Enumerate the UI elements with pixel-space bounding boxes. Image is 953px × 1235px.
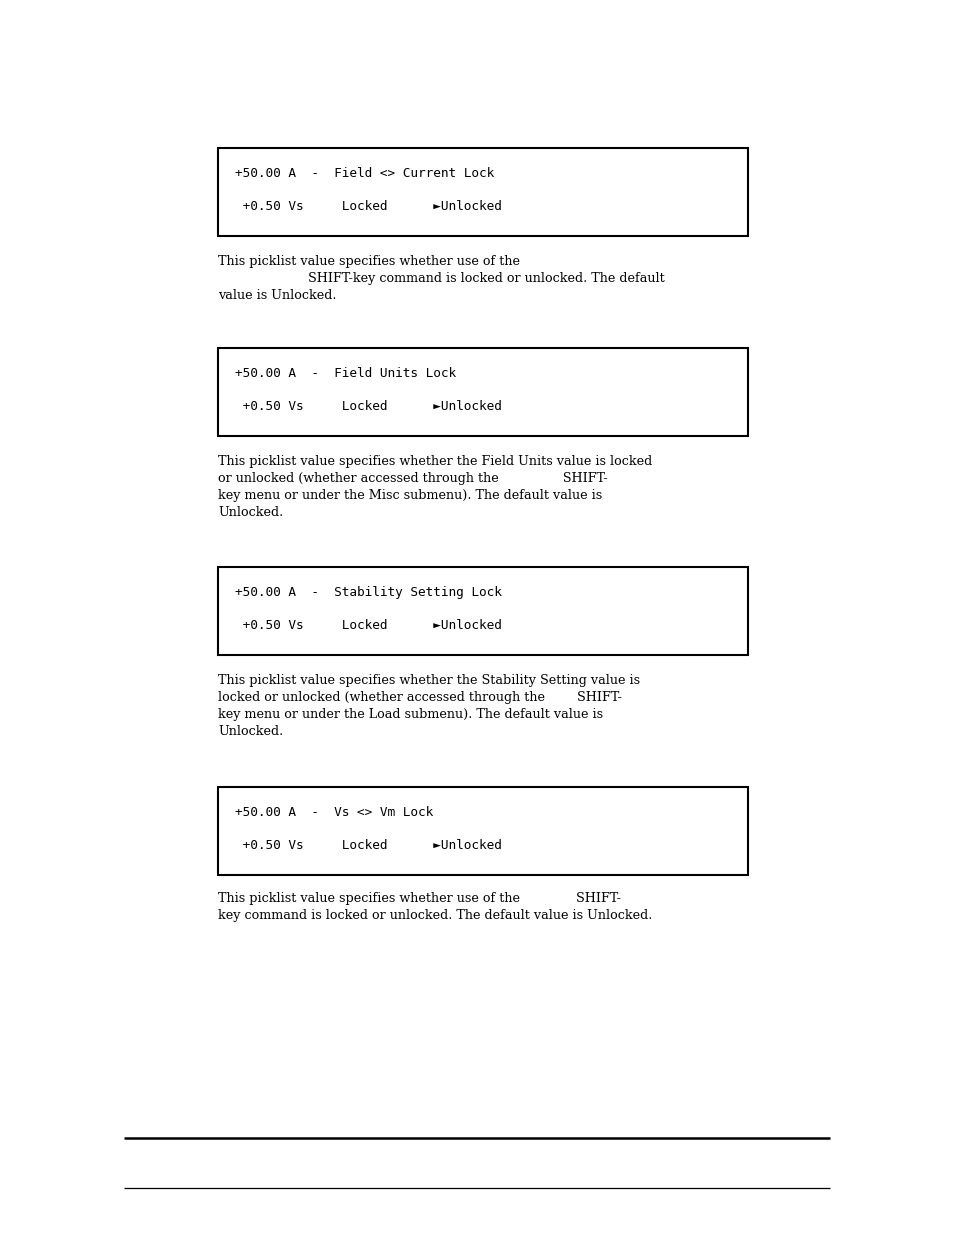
Bar	[218, 787, 747, 876]
Text: Unlocked.: Unlocked.	[218, 725, 283, 739]
Text: or unlocked (whether accessed through the                SHIFT-: or unlocked (whether accessed through th…	[218, 472, 607, 485]
Text: This picklist value specifies whether use of the: This picklist value specifies whether us…	[218, 254, 519, 268]
Text: +50.00 A  -  Field <> Current Lock: +50.00 A - Field <> Current Lock	[234, 167, 494, 180]
Bar	[218, 348, 747, 436]
Text: +50.00 A  -  Vs <> Vm Lock: +50.00 A - Vs <> Vm Lock	[234, 806, 433, 819]
Text: Unlocked.: Unlocked.	[218, 506, 283, 519]
Text: locked or unlocked (whether accessed through the        SHIFT-: locked or unlocked (whether accessed thr…	[218, 692, 621, 704]
Text: SHIFT-key command is locked or unlocked. The default: SHIFT-key command is locked or unlocked.…	[308, 272, 664, 285]
Text: +0.50 Vs     Locked      ►Unlocked: +0.50 Vs Locked ►Unlocked	[234, 839, 501, 852]
Text: +0.50 Vs     Locked      ►Unlocked: +0.50 Vs Locked ►Unlocked	[234, 200, 501, 212]
Text: This picklist value specifies whether use of the              SHIFT-: This picklist value specifies whether us…	[218, 892, 620, 905]
Text: This picklist value specifies whether the Stability Setting value is: This picklist value specifies whether th…	[218, 674, 639, 687]
Text: key command is locked or unlocked. The default value is Unlocked.: key command is locked or unlocked. The d…	[218, 909, 652, 923]
Text: +0.50 Vs     Locked      ►Unlocked: +0.50 Vs Locked ►Unlocked	[234, 400, 501, 412]
Text: key menu or under the Load submenu). The default value is: key menu or under the Load submenu). The…	[218, 708, 602, 721]
Text: +50.00 A  -  Stability Setting Lock: +50.00 A - Stability Setting Lock	[234, 585, 501, 599]
Text: +50.00 A  -  Field Units Lock: +50.00 A - Field Units Lock	[234, 367, 456, 380]
Text: +0.50 Vs     Locked      ►Unlocked: +0.50 Vs Locked ►Unlocked	[234, 619, 501, 632]
Text: value is Unlocked.: value is Unlocked.	[218, 289, 336, 303]
Text: This picklist value specifies whether the Field Units value is locked: This picklist value specifies whether th…	[218, 454, 652, 468]
Text: key menu or under the Misc submenu). The default value is: key menu or under the Misc submenu). The…	[218, 489, 601, 501]
Bar	[218, 148, 747, 236]
Bar	[218, 567, 747, 655]
